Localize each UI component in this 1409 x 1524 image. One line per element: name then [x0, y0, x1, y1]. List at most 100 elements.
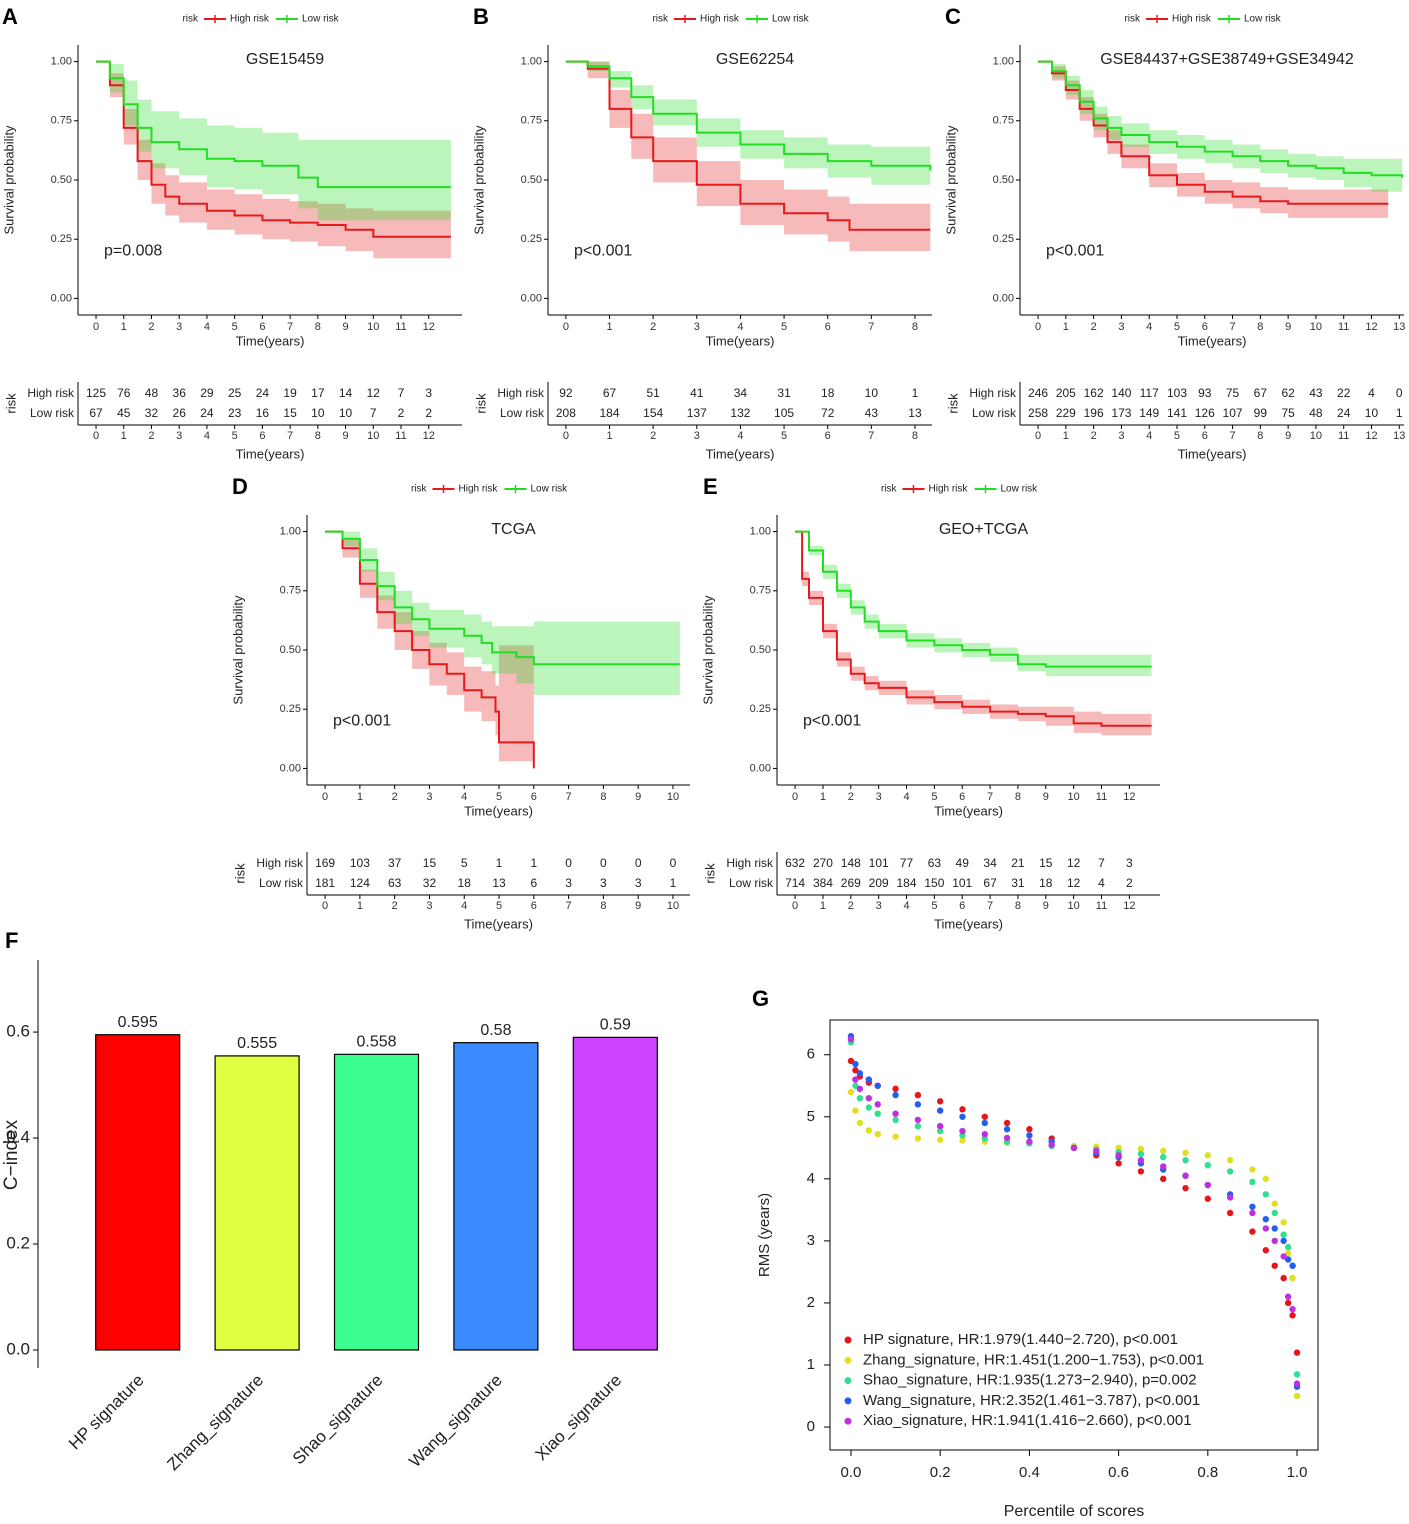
- point: [865, 1076, 873, 1083]
- point: [1160, 1153, 1167, 1161]
- risk-count: 51: [646, 386, 660, 400]
- risk-count: 26: [173, 406, 187, 420]
- point: [852, 1067, 859, 1074]
- x-tick-label: 8: [315, 321, 321, 333]
- table-x-tick-label: 2: [148, 430, 154, 442]
- point: [1262, 1215, 1270, 1223]
- point: [1182, 1184, 1189, 1192]
- point: [856, 1070, 864, 1077]
- table-x-axis-label: Time(years): [1178, 446, 1247, 461]
- point: [1160, 1175, 1167, 1183]
- risk-count: 0: [600, 856, 607, 870]
- survival-curve: [795, 530, 1152, 668]
- point: [1226, 1168, 1234, 1175]
- table-x-tick-label: 4: [1146, 430, 1152, 442]
- risk-count: 141: [1167, 406, 1187, 420]
- table-x-tick-label: 1: [606, 430, 612, 442]
- y-tick-label: 0.50: [280, 644, 301, 656]
- risk-count: 45: [117, 406, 131, 420]
- risk-count: 0: [635, 856, 642, 870]
- x-axis-label: Time(years): [706, 333, 775, 348]
- risk-count: 18: [821, 386, 835, 400]
- x-tick-label: Wang_signature: [405, 1371, 506, 1472]
- legend-title: risk: [881, 484, 898, 495]
- x-tick-label: 10: [667, 791, 679, 803]
- point: [959, 1106, 966, 1113]
- point: [856, 1085, 864, 1093]
- risk-count: 10: [339, 406, 353, 420]
- table-axis-label: risk: [702, 863, 717, 884]
- risk-count: 41: [690, 386, 704, 400]
- x-tick-label: 8: [912, 321, 918, 333]
- risk-count: 7: [370, 406, 377, 420]
- x-tick-label: 9: [342, 321, 348, 333]
- x-tick-label: 4: [204, 321, 210, 333]
- x-tick-label: 8: [600, 791, 606, 803]
- table-x-tick-label: 12: [1365, 430, 1377, 442]
- chart-title: GSE62254: [716, 51, 794, 68]
- point: [1226, 1157, 1234, 1164]
- y-tick-label: 0.00: [51, 292, 72, 304]
- table-x-tick-label: 1: [121, 430, 127, 442]
- risk-count: 25: [228, 386, 242, 400]
- table-x-tick-label: 6: [825, 430, 831, 442]
- x-tick-label: 0: [322, 791, 328, 803]
- risk-count: 24: [200, 406, 214, 420]
- x-tick-label: 5: [496, 791, 502, 803]
- table-x-tick-label: 8: [315, 430, 321, 442]
- table-row-label: High risk: [969, 386, 1017, 400]
- point: [847, 1088, 855, 1096]
- point: [1003, 1134, 1011, 1142]
- legend-label: Low risk: [772, 14, 810, 25]
- risk-count: 5: [461, 856, 468, 870]
- risk-count: 124: [350, 876, 370, 890]
- table-axis-label: risk: [232, 863, 247, 884]
- y-tick-label: 0.75: [993, 115, 1014, 127]
- table-x-tick-label: 1: [1063, 430, 1069, 442]
- bar-value-label: 0.59: [600, 1017, 631, 1034]
- x-tick-label: 1: [1063, 321, 1069, 333]
- table-x-tick-label: 8: [912, 430, 918, 442]
- risk-count: 1: [1396, 406, 1403, 420]
- point: [892, 1091, 899, 1099]
- risk-count: 34: [983, 856, 997, 870]
- y-tick-label: 0.75: [51, 115, 72, 127]
- risk-count: 75: [1281, 406, 1295, 420]
- table-x-tick-label: 0: [322, 900, 328, 912]
- table-x-tick-label: 9: [1043, 900, 1049, 912]
- risk-count: 0: [670, 856, 677, 870]
- y-tick-label: 4: [807, 1170, 815, 1187]
- table-x-tick-label: 4: [461, 900, 467, 912]
- risk-count: 3: [565, 876, 572, 890]
- risk-count: 105: [774, 406, 794, 420]
- panel-letter: G: [752, 986, 769, 1011]
- x-tick-label: 3: [876, 791, 882, 803]
- point: [1003, 1119, 1011, 1127]
- table-x-tick-label: 0: [792, 900, 798, 912]
- risk-count: 1: [496, 856, 503, 870]
- risk-count: 19: [283, 386, 297, 400]
- point: [1026, 1138, 1033, 1145]
- point: [1293, 1380, 1301, 1387]
- point: [865, 1094, 873, 1102]
- y-axis-label: RMS (years): [756, 1193, 773, 1277]
- chart-title: TCGA: [491, 521, 536, 538]
- x-tick-label: 2: [848, 791, 854, 803]
- survival-curve: [1038, 60, 1389, 205]
- risk-count: 3: [425, 386, 432, 400]
- x-tick-label: 0: [792, 791, 798, 803]
- risk-count: 101: [869, 856, 889, 870]
- point: [1280, 1219, 1287, 1226]
- x-tick-label: 10: [1068, 791, 1080, 803]
- risk-count: 15: [283, 406, 297, 420]
- x-tick-label: 4: [903, 791, 909, 803]
- point: [1070, 1144, 1078, 1152]
- risk-count: 7: [398, 386, 405, 400]
- risk-count: 184: [897, 876, 917, 890]
- risk-count: 17: [311, 386, 325, 400]
- point: [847, 1057, 855, 1065]
- risk-count: 258: [1028, 406, 1048, 420]
- risk-count: 103: [1167, 386, 1187, 400]
- point: [1137, 1157, 1145, 1164]
- x-tick-label: 0: [93, 321, 99, 333]
